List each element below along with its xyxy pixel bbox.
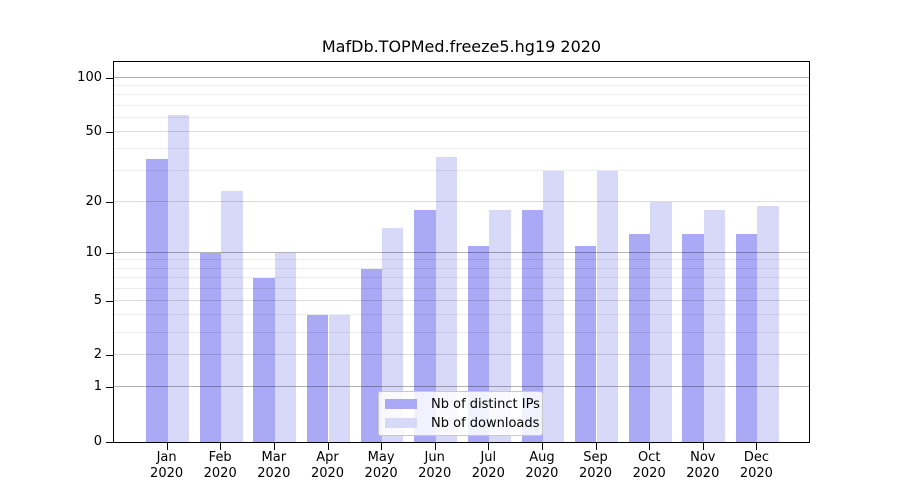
x-tick-label-dec: Dec 2020 bbox=[739, 450, 773, 481]
x-tick-label-may: May 2020 bbox=[364, 450, 398, 481]
gridline-minor-40 bbox=[114, 148, 809, 150]
gridline-minor-6 bbox=[114, 287, 809, 289]
gridline-minor-3 bbox=[114, 331, 809, 333]
y-tick-10 bbox=[106, 252, 113, 254]
x-tick-feb bbox=[220, 443, 222, 450]
x-tick-label-aug: Aug 2020 bbox=[525, 450, 559, 481]
x-tick-label-apr: Apr 2020 bbox=[310, 450, 345, 481]
gridline-minor-80 bbox=[114, 94, 809, 96]
bar-sep-distinct-ips bbox=[575, 246, 597, 442]
chart-title: MafDb.TOPMed.freeze5.hg19 2020 bbox=[321, 37, 602, 56]
gridline-major-1 bbox=[114, 386, 809, 388]
bar-jun-downloads bbox=[435, 157, 458, 442]
y-tick-label-10: 10 bbox=[85, 244, 102, 260]
gridline-minor-60 bbox=[114, 116, 809, 118]
bar-feb-downloads bbox=[221, 191, 243, 442]
bars-layer bbox=[114, 62, 809, 442]
bar-dec-distinct-ips bbox=[735, 233, 758, 442]
x-tick-label-nov: Nov 2020 bbox=[686, 450, 720, 481]
x-tick-label-mar: Mar 2020 bbox=[257, 450, 291, 481]
legend-label-downloads: Nb of downloads bbox=[431, 415, 540, 431]
y-tick-100 bbox=[106, 78, 113, 79]
gridline-major-100 bbox=[114, 77, 809, 78]
gridline-minor-30 bbox=[114, 170, 809, 172]
y-tick-2 bbox=[106, 355, 113, 357]
bar-apr-downloads bbox=[328, 315, 350, 442]
legend-label-distinct-ips: Nb of distinct IPs bbox=[431, 396, 540, 412]
bar-jan-distinct-ips bbox=[146, 159, 168, 442]
x-tick-nov bbox=[702, 443, 704, 450]
y-tick-0 bbox=[106, 442, 113, 443]
y-tick-label-2: 2 bbox=[93, 347, 102, 363]
bar-jan-downloads bbox=[167, 115, 189, 442]
bar-apr-distinct-ips bbox=[307, 315, 329, 442]
bar-sep-downloads bbox=[596, 171, 618, 442]
legend-swatch-distinct-ips bbox=[385, 399, 417, 409]
bar-mar-distinct-ips bbox=[253, 278, 275, 442]
gridline-minor-8 bbox=[114, 267, 809, 269]
legend-swatch-downloads bbox=[385, 418, 417, 428]
gridline-minor-7 bbox=[114, 277, 809, 278]
x-tick-jun bbox=[434, 443, 436, 450]
gridline-minor-90 bbox=[114, 85, 809, 87]
x-tick-label-feb: Feb 2020 bbox=[203, 450, 237, 481]
gridlines-layer bbox=[114, 62, 809, 442]
x-tick-may bbox=[381, 443, 383, 450]
gridline-major-50 bbox=[114, 130, 809, 132]
bar-oct-distinct-ips bbox=[628, 233, 651, 442]
bar-dec-downloads bbox=[757, 205, 779, 442]
y-tick-5 bbox=[106, 300, 113, 302]
x-tick-aug bbox=[541, 443, 543, 450]
x-tick-label-sep: Sep 2020 bbox=[578, 450, 613, 481]
y-tick-label-50: 50 bbox=[85, 123, 102, 139]
x-tick-jul bbox=[488, 443, 490, 450]
x-tick-label-oct: Oct 2020 bbox=[632, 450, 666, 481]
y-tick-label-20: 20 bbox=[85, 193, 102, 209]
y-tick-label-0: 0 bbox=[93, 434, 102, 449]
x-tick-label-jan: Jan 2020 bbox=[150, 450, 184, 481]
x-tick-oct bbox=[649, 443, 651, 450]
legend: Nb of distinct IPs Nb of downloads bbox=[378, 391, 543, 436]
x-tick-mar bbox=[273, 443, 275, 450]
bar-aug-downloads bbox=[542, 171, 565, 442]
y-tick-20 bbox=[106, 201, 113, 203]
x-tick-dec bbox=[756, 443, 758, 450]
x-tick-label-jun: Jun 2020 bbox=[418, 450, 452, 481]
gridline-major-2 bbox=[114, 354, 809, 356]
y-tick-50 bbox=[106, 131, 113, 133]
legend-row-distinct-ips: Nb of distinct IPs bbox=[385, 396, 540, 412]
gridline-major-10 bbox=[114, 251, 809, 253]
bar-may-downloads bbox=[382, 228, 404, 442]
gridline-minor-9 bbox=[114, 259, 809, 261]
bar-nov-distinct-ips bbox=[682, 233, 704, 442]
gridline-major-20 bbox=[114, 200, 809, 202]
x-tick-label-jul: Jul 2020 bbox=[471, 450, 505, 481]
y-tick-label-5: 5 bbox=[93, 292, 102, 308]
plot-area bbox=[113, 61, 810, 443]
y-tick-label-1: 1 bbox=[93, 379, 102, 395]
x-tick-jan bbox=[166, 443, 168, 450]
gridline-minor-70 bbox=[114, 104, 809, 106]
y-tick-label-100: 100 bbox=[77, 70, 102, 85]
gridline-major-5 bbox=[114, 299, 809, 301]
legend-row-downloads: Nb of downloads bbox=[385, 415, 540, 431]
gridline-minor-4 bbox=[114, 314, 809, 316]
y-tick-1 bbox=[106, 387, 113, 389]
bar-oct-downloads bbox=[650, 201, 672, 442]
x-tick-apr bbox=[327, 443, 329, 450]
x-tick-sep bbox=[595, 443, 597, 450]
